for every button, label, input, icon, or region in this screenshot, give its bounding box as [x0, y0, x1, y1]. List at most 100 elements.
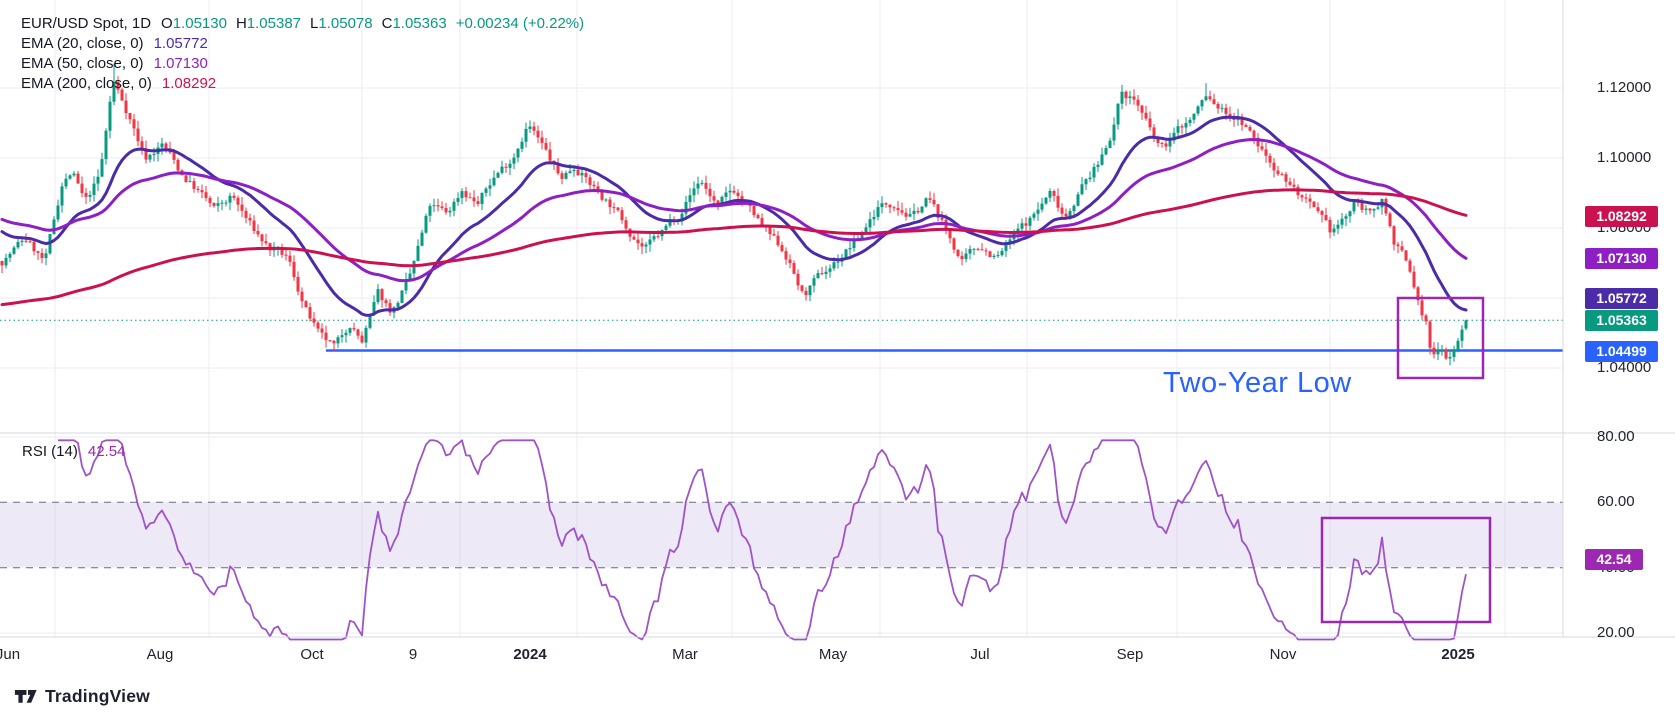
candle-body — [1068, 211, 1072, 217]
highlight-box-2[interactable] — [1320, 516, 1492, 624]
candle-body — [868, 219, 872, 228]
symbol-legend-row[interactable]: EUR/USD Spot, 1D O1.05130 H1.05387 L1.05… — [21, 13, 584, 33]
candle-body — [452, 201, 456, 211]
candle-body — [320, 328, 324, 333]
ema50-legend-row[interactable]: EMA (50, close, 0) 1.07130 — [21, 53, 584, 73]
candle-body — [648, 239, 652, 245]
two-year-low-annotation[interactable]: Two-Year Low — [1163, 367, 1352, 399]
candle-body — [1084, 179, 1088, 185]
candlestick-series[interactable] — [0, 63, 1468, 366]
candle-body — [752, 205, 756, 216]
candle-body — [592, 184, 596, 187]
candle-body — [716, 200, 720, 204]
candle-body — [1132, 96, 1136, 100]
candle-body — [236, 197, 240, 205]
candle-body — [12, 247, 16, 254]
candle-body — [540, 137, 544, 143]
candle-body — [872, 217, 876, 220]
candle-body — [328, 340, 332, 342]
candle-body — [1032, 213, 1036, 218]
candle-body — [464, 191, 468, 198]
candle-body — [248, 217, 252, 221]
candle-body — [504, 166, 508, 168]
candle-body — [420, 232, 424, 246]
candle-body — [1128, 96, 1132, 99]
candle-body — [772, 234, 776, 236]
candle-body — [1260, 146, 1264, 150]
candle-body — [340, 335, 344, 338]
ema-50-line[interactable] — [0, 138, 1468, 283]
candle-body — [824, 271, 828, 274]
axis-label: 80.00 — [1597, 428, 1635, 445]
candle-body — [316, 322, 320, 329]
candle-body — [1388, 213, 1392, 227]
candle-body — [412, 260, 416, 274]
candle-body — [1384, 198, 1388, 214]
highlight-box-1[interactable] — [1396, 296, 1485, 380]
candle-body — [228, 195, 232, 203]
candle-body — [1224, 107, 1228, 114]
price-badge: 1.04499 — [1585, 340, 1658, 362]
candle-body — [976, 248, 980, 250]
candle-body — [908, 214, 912, 217]
candle-body — [820, 273, 824, 275]
candle-body — [612, 207, 616, 209]
candle-body — [800, 285, 804, 291]
rsi-legend-row[interactable]: RSI (14) 42.54 — [22, 443, 125, 460]
candle-body — [1180, 126, 1184, 128]
candle-body — [324, 332, 328, 341]
candle-body — [200, 190, 204, 193]
time-axis-label: Jul — [970, 646, 990, 663]
candle-body — [1448, 357, 1452, 359]
candle-body — [1052, 191, 1056, 196]
tradingview-logo[interactable]: TradingView — [14, 686, 150, 707]
candle-body — [264, 241, 268, 244]
candle-body — [240, 204, 244, 211]
symbol-title: EUR/USD Spot, 1D — [21, 14, 152, 32]
rsi-line[interactable] — [58, 439, 1467, 641]
ema50-value: 1.07130 — [153, 54, 208, 72]
candle-body — [352, 328, 356, 330]
candle-body — [136, 128, 140, 142]
price-badge: 1.05363 — [1585, 309, 1658, 331]
candle-body — [844, 249, 848, 258]
ema20-legend-row[interactable]: EMA (20, close, 0) 1.05772 — [21, 33, 584, 53]
candle-body — [988, 251, 992, 257]
candle-body — [1096, 164, 1100, 167]
candle-body — [1400, 246, 1404, 251]
candle-body — [1072, 205, 1076, 211]
candle-body — [1440, 349, 1444, 351]
candle-body — [848, 248, 852, 250]
time-axis-label: Mar — [672, 646, 698, 663]
tradingview-logo-icon — [14, 690, 37, 703]
candle-body — [632, 236, 636, 240]
candle-body — [132, 119, 136, 129]
ema-20-line[interactable] — [0, 115, 1468, 317]
candle-body — [656, 236, 660, 238]
candle-body — [396, 302, 400, 308]
ema20-value: 1.05772 — [153, 34, 208, 52]
candle-body — [252, 220, 256, 231]
price-badge: 1.07130 — [1585, 247, 1658, 269]
candle-body — [1164, 143, 1168, 147]
candle-body — [588, 177, 592, 185]
candle-body — [1104, 148, 1108, 155]
axis-label: 60.00 — [1597, 493, 1635, 510]
ema200-legend-row[interactable]: EMA (200, close, 0) 1.08292 — [21, 73, 584, 93]
candle-body — [1004, 242, 1008, 251]
candle-body — [20, 240, 24, 242]
candle-body — [912, 210, 916, 215]
candle-body — [1392, 226, 1396, 245]
candle-body — [460, 191, 464, 198]
candle-body — [1284, 174, 1288, 182]
candle-body — [720, 196, 724, 204]
candle-body — [1432, 347, 1436, 355]
candle-body — [120, 89, 124, 101]
candle-body — [884, 203, 888, 205]
candle-body — [296, 276, 300, 292]
ema-200-line[interactable] — [0, 188, 1468, 307]
candle-body — [160, 143, 164, 148]
candle-body — [476, 201, 480, 204]
